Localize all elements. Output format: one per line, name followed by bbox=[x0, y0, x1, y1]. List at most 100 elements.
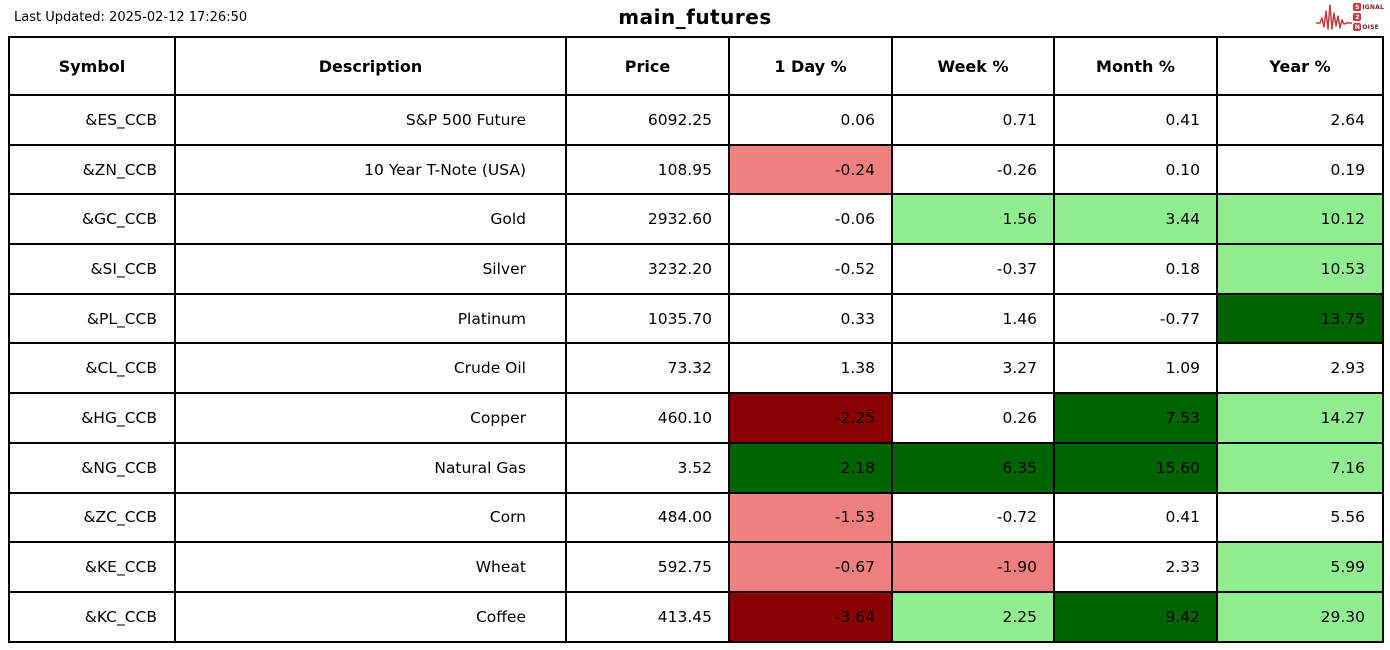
cell-description: Platinum bbox=[174, 292, 567, 345]
col-header-1day: 1 Day % bbox=[728, 36, 893, 96]
cell-price: 1035.70 bbox=[565, 292, 730, 345]
cell-year-pct: 29.30 bbox=[1216, 590, 1384, 643]
cell-week-pct: 2.25 bbox=[891, 590, 1055, 643]
cell-symbol: &HG_CCB bbox=[8, 392, 176, 444]
table-row: &SI_CCB Silver 3232.20 -0.52 -0.37 0.18 … bbox=[8, 243, 1384, 295]
cell-description: Corn bbox=[174, 491, 567, 544]
cell-year-pct: 7.16 bbox=[1216, 441, 1384, 494]
cell-week-pct: 0.26 bbox=[891, 392, 1055, 444]
cell-month-pct: 7.53 bbox=[1053, 392, 1218, 444]
header-row: Symbol Description Price 1 Day % Week % … bbox=[8, 36, 1384, 96]
cell-description: Copper bbox=[174, 392, 567, 444]
cell-year-pct: 0.19 bbox=[1216, 143, 1384, 196]
table-row: &ZN_CCB 10 Year T-Note (USA) 108.95 -0.2… bbox=[8, 143, 1384, 196]
cell-year-pct: 2.93 bbox=[1216, 342, 1384, 395]
col-header-symbol: Symbol bbox=[8, 36, 176, 96]
col-header-month: Month % bbox=[1053, 36, 1218, 96]
cell-month-pct: 15.60 bbox=[1053, 441, 1218, 494]
logo-letter-n: N bbox=[1353, 23, 1362, 31]
page-title: main_futures bbox=[618, 5, 772, 29]
last-updated-timestamp: Last Updated: 2025-02-12 17:26:50 bbox=[14, 10, 248, 25]
cell-year-pct: 14.27 bbox=[1216, 392, 1384, 444]
cell-price: 413.45 bbox=[565, 590, 730, 643]
cell-description: S&P 500 Future bbox=[174, 94, 567, 146]
col-header-year: Year % bbox=[1216, 36, 1384, 96]
cell-symbol: &ZC_CCB bbox=[8, 491, 176, 544]
cell-week-pct: 3.27 bbox=[891, 342, 1055, 395]
logo-wordmark: S IGNAL 2 N OISE bbox=[1353, 3, 1384, 32]
logo-word-noise: OISE bbox=[1362, 23, 1379, 31]
cell-1day-pct: -0.52 bbox=[728, 243, 893, 295]
cell-month-pct: 9.42 bbox=[1053, 590, 1218, 643]
cell-symbol: &KE_CCB bbox=[8, 541, 176, 593]
signal2noise-logo: S IGNAL 2 N OISE bbox=[1316, 2, 1384, 32]
cell-description: Coffee bbox=[174, 590, 567, 643]
cell-symbol: &CL_CCB bbox=[8, 342, 176, 395]
cell-week-pct: -0.37 bbox=[891, 243, 1055, 295]
cell-1day-pct: -1.53 bbox=[728, 491, 893, 544]
heartbeat-waveform-icon bbox=[1316, 4, 1353, 30]
cell-symbol: &ES_CCB bbox=[8, 94, 176, 146]
cell-symbol: &NG_CCB bbox=[8, 441, 176, 494]
cell-1day-pct: -2.25 bbox=[728, 392, 893, 444]
cell-year-pct: 5.56 bbox=[1216, 491, 1384, 544]
cell-month-pct: -0.77 bbox=[1053, 292, 1218, 345]
cell-month-pct: 1.09 bbox=[1053, 342, 1218, 395]
cell-description: Crude Oil bbox=[174, 342, 567, 395]
cell-price: 6092.25 bbox=[565, 94, 730, 146]
cell-month-pct: 2.33 bbox=[1053, 541, 1218, 593]
cell-description: 10 Year T-Note (USA) bbox=[174, 143, 567, 196]
cell-year-pct: 10.12 bbox=[1216, 193, 1384, 246]
cell-price: 3232.20 bbox=[565, 243, 730, 295]
logo-word-signal: IGNAL bbox=[1362, 3, 1384, 11]
cell-month-pct: 0.10 bbox=[1053, 143, 1218, 196]
cell-week-pct: -1.90 bbox=[891, 541, 1055, 593]
cell-month-pct: 0.41 bbox=[1053, 94, 1218, 146]
logo-letter-2: 2 bbox=[1353, 13, 1362, 21]
cell-1day-pct: -0.67 bbox=[728, 541, 893, 593]
cell-week-pct: 6.35 bbox=[891, 441, 1055, 494]
cell-1day-pct: 0.06 bbox=[728, 94, 893, 146]
cell-year-pct: 13.75 bbox=[1216, 292, 1384, 345]
cell-1day-pct: -0.06 bbox=[728, 193, 893, 246]
cell-1day-pct: 2.18 bbox=[728, 441, 893, 494]
cell-price: 592.75 bbox=[565, 541, 730, 593]
cell-week-pct: 1.56 bbox=[891, 193, 1055, 246]
cell-price: 460.10 bbox=[565, 392, 730, 444]
cell-price: 3.52 bbox=[565, 441, 730, 494]
table-row: &ES_CCB S&P 500 Future 6092.25 0.06 0.71… bbox=[8, 94, 1384, 146]
cell-description: Gold bbox=[174, 193, 567, 246]
logo-letter-s: S bbox=[1353, 3, 1362, 11]
table-row: &CL_CCB Crude Oil 73.32 1.38 3.27 1.09 2… bbox=[8, 342, 1384, 395]
cell-week-pct: -0.26 bbox=[891, 143, 1055, 196]
cell-month-pct: 3.44 bbox=[1053, 193, 1218, 246]
cell-description: Natural Gas bbox=[174, 441, 567, 494]
cell-week-pct: 0.71 bbox=[891, 94, 1055, 146]
cell-price: 73.32 bbox=[565, 342, 730, 395]
cell-price: 108.95 bbox=[565, 143, 730, 196]
col-header-price: Price bbox=[565, 36, 730, 96]
cell-symbol: &GC_CCB bbox=[8, 193, 176, 246]
cell-symbol: &KC_CCB bbox=[8, 590, 176, 643]
cell-1day-pct: -0.24 bbox=[728, 143, 893, 196]
table-row: &GC_CCB Gold 2932.60 -0.06 1.56 3.44 10.… bbox=[8, 193, 1384, 246]
cell-1day-pct: -3.64 bbox=[728, 590, 893, 643]
cell-price: 2932.60 bbox=[565, 193, 730, 246]
table-row: &KE_CCB Wheat 592.75 -0.67 -1.90 2.33 5.… bbox=[8, 541, 1384, 593]
table-row: &ZC_CCB Corn 484.00 -1.53 -0.72 0.41 5.5… bbox=[8, 491, 1384, 544]
col-header-description: Description bbox=[174, 36, 567, 96]
table-row: &NG_CCB Natural Gas 3.52 2.18 6.35 15.60… bbox=[8, 441, 1384, 494]
cell-1day-pct: 1.38 bbox=[728, 342, 893, 395]
cell-year-pct: 5.99 bbox=[1216, 541, 1384, 593]
cell-description: Wheat bbox=[174, 541, 567, 593]
table-row: &HG_CCB Copper 460.10 -2.25 0.26 7.53 14… bbox=[8, 392, 1384, 444]
cell-description: Silver bbox=[174, 243, 567, 295]
cell-month-pct: 0.18 bbox=[1053, 243, 1218, 295]
cell-month-pct: 0.41 bbox=[1053, 491, 1218, 544]
cell-week-pct: 1.46 bbox=[891, 292, 1055, 345]
cell-year-pct: 2.64 bbox=[1216, 94, 1384, 146]
cell-week-pct: -0.72 bbox=[891, 491, 1055, 544]
cell-symbol: &PL_CCB bbox=[8, 292, 176, 345]
table-row: &PL_CCB Platinum 1035.70 0.33 1.46 -0.77… bbox=[8, 292, 1384, 345]
cell-1day-pct: 0.33 bbox=[728, 292, 893, 345]
